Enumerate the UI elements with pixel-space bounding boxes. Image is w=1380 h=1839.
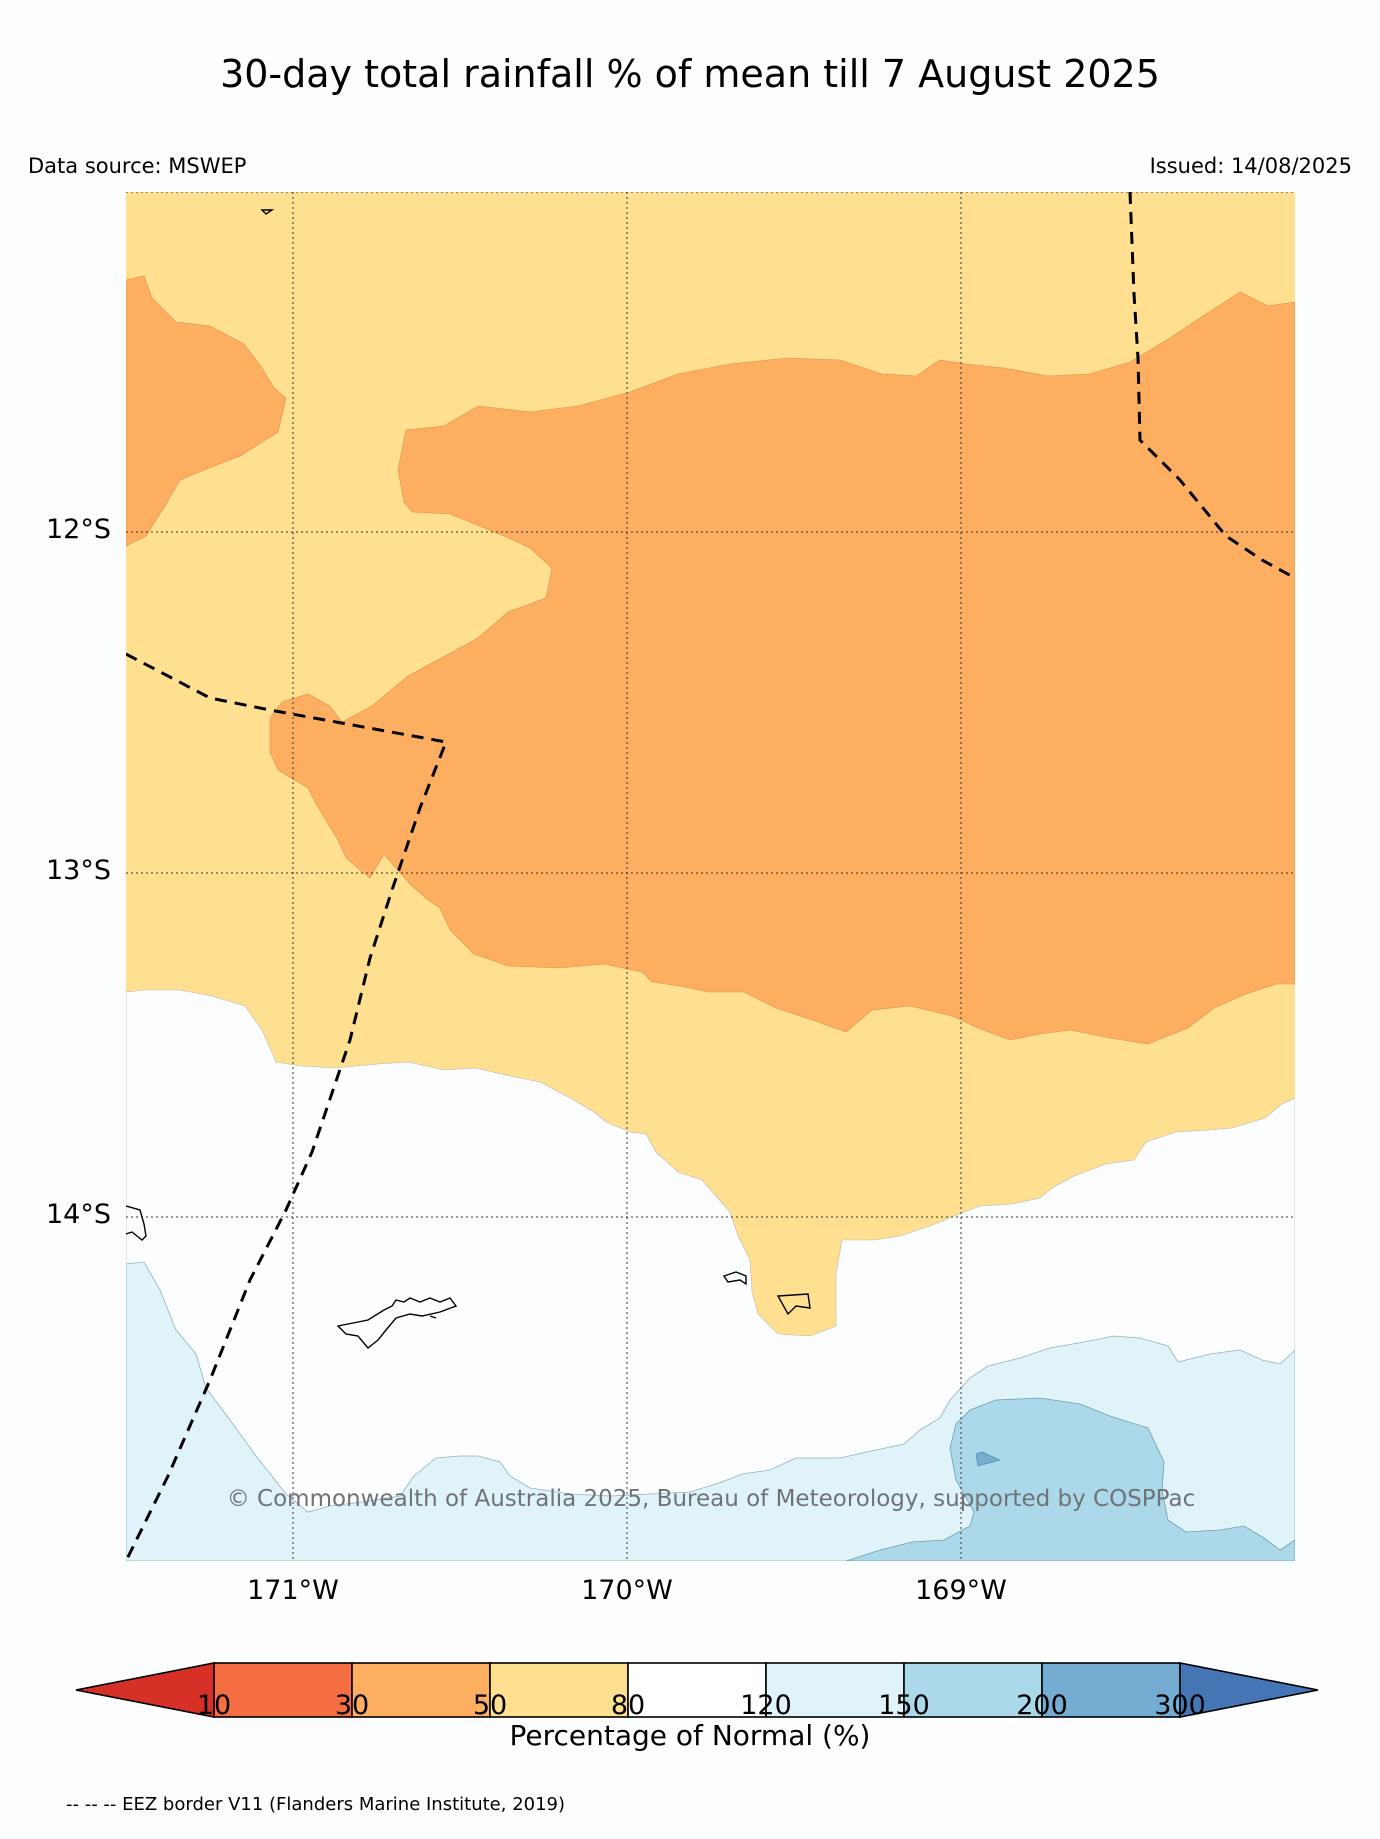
eez-footnote: -- -- -- EEZ border V11 (Flanders Marine… xyxy=(66,1794,566,1815)
colorbar-segment-200-300 xyxy=(1041,1662,1181,1718)
colorbar-segment-150-200 xyxy=(903,1662,1043,1718)
colorbar-tick: 50 xyxy=(472,1690,508,1721)
island-aunuu xyxy=(776,1293,811,1316)
island-savaii-edge xyxy=(126,1205,147,1241)
map-title: 30-day total rainfall % of mean till 7 A… xyxy=(220,52,1160,96)
region-150-200 xyxy=(845,1397,1295,1561)
islands xyxy=(126,209,811,1349)
colorbar-segment-50-80 xyxy=(489,1662,629,1718)
colorbar-label: Percentage of Normal (%) xyxy=(509,1719,871,1752)
colorbar-extend-low xyxy=(75,1662,215,1718)
colorbar-tick: 30 xyxy=(334,1690,370,1721)
region-30-50-central xyxy=(269,291,1295,1045)
data-source: Data source: MSWEP xyxy=(28,154,247,178)
lon-label-169w: 169°W xyxy=(915,1575,1007,1606)
graticule xyxy=(126,192,1295,1561)
issued-date: Issued: 14/08/2025 xyxy=(1149,154,1352,178)
colorbar-segment-30-50 xyxy=(351,1662,491,1718)
lat-label-12s: 12°S xyxy=(46,514,111,545)
lon-label-170w: 170°W xyxy=(581,1575,673,1606)
island-upolu xyxy=(336,1297,458,1349)
colorbar-tick: 150 xyxy=(878,1690,930,1721)
colorbar xyxy=(75,1662,1319,1718)
colorbar-segment-120-150 xyxy=(765,1662,905,1718)
copyright-notice: © Commonwealth of Australia 2025, Bureau… xyxy=(226,1486,1196,1512)
colorbar-segment-10-30 xyxy=(213,1662,353,1718)
map-area xyxy=(126,192,1295,1561)
region-30-50-northwest xyxy=(126,275,287,547)
lon-label-171w: 171°W xyxy=(247,1575,339,1606)
colorbar-tick: 200 xyxy=(1016,1690,1068,1721)
lat-label-13s: 13°S xyxy=(46,855,111,886)
colorbar-segment-80-120 xyxy=(627,1662,767,1718)
region-200-300-spot xyxy=(975,1451,1001,1467)
colorbar-tick: 120 xyxy=(740,1690,792,1721)
island-tutuila xyxy=(722,1271,747,1286)
island-small-east xyxy=(429,1315,437,1319)
colorbar-tick: 10 xyxy=(196,1690,232,1721)
lat-label-14s: 14°S xyxy=(46,1199,111,1230)
colorbar-extend-high xyxy=(1179,1662,1319,1718)
colorbar-tick: 300 xyxy=(1154,1690,1206,1721)
eez-border xyxy=(126,192,1295,1561)
island-nw-islet xyxy=(260,209,275,215)
colorbar-tick: 80 xyxy=(610,1690,646,1721)
